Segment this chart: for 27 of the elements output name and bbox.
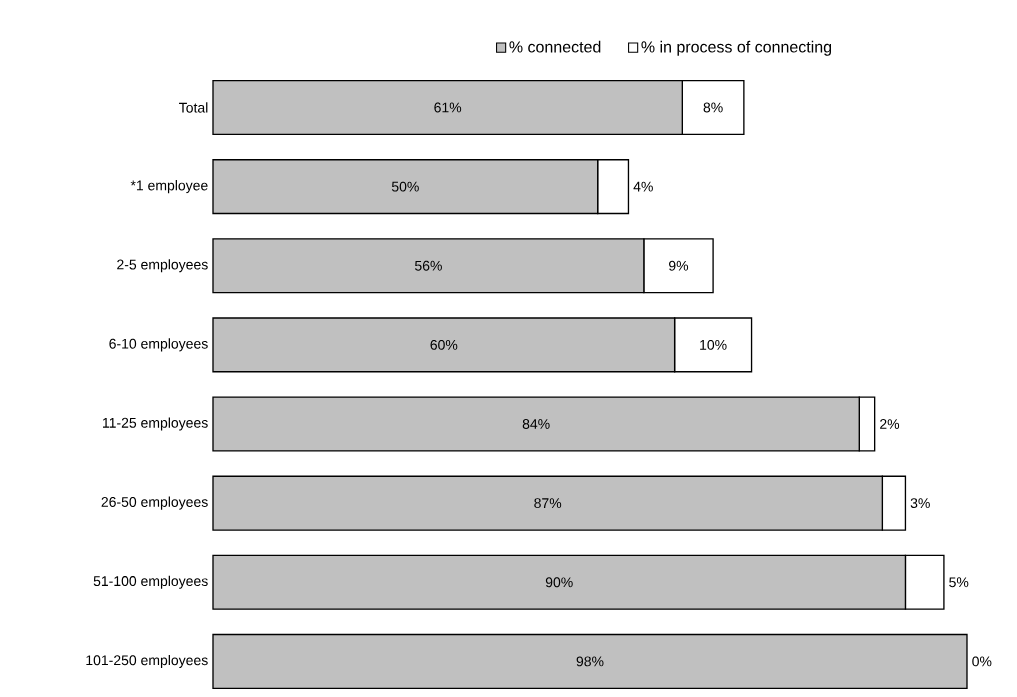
data-label: 9%: [669, 260, 689, 271]
data-label: 56%: [414, 260, 442, 271]
legend-label: % connected: [509, 40, 601, 53]
y-tick-label: 2-5 employees: [117, 259, 208, 273]
data-label: 4%: [633, 181, 653, 192]
y-tick-label: 26-50 employees: [101, 496, 208, 510]
legend-label: % in process of connecting: [641, 40, 832, 56]
data-label: 90%: [545, 577, 573, 588]
y-tick-label: 6-10 employees: [109, 338, 208, 352]
bar: [212, 633, 968, 689]
data-label: 8%: [703, 102, 723, 113]
data-label: 2%: [880, 419, 900, 429]
data-label: 98%: [576, 656, 604, 667]
data-label: 50%: [391, 181, 419, 192]
y-tick-label: 51-100 employees: [93, 575, 208, 589]
data-label: 5%: [949, 577, 969, 588]
data-label: 3%: [910, 498, 930, 509]
data-label: 60%: [430, 339, 458, 350]
data-label: 61%: [434, 102, 462, 113]
y-tick-label: *1 employee: [130, 180, 208, 194]
y-tick-label: 11-25 employees: [103, 417, 208, 431]
data-label: 87%: [534, 498, 562, 509]
y-tick-label: Total: [179, 102, 208, 113]
data-label: 84%: [522, 419, 550, 429]
data-label: 10%: [700, 339, 727, 350]
data-label: 0%: [972, 656, 992, 667]
y-tick-label: 101-250 employees: [86, 654, 208, 668]
